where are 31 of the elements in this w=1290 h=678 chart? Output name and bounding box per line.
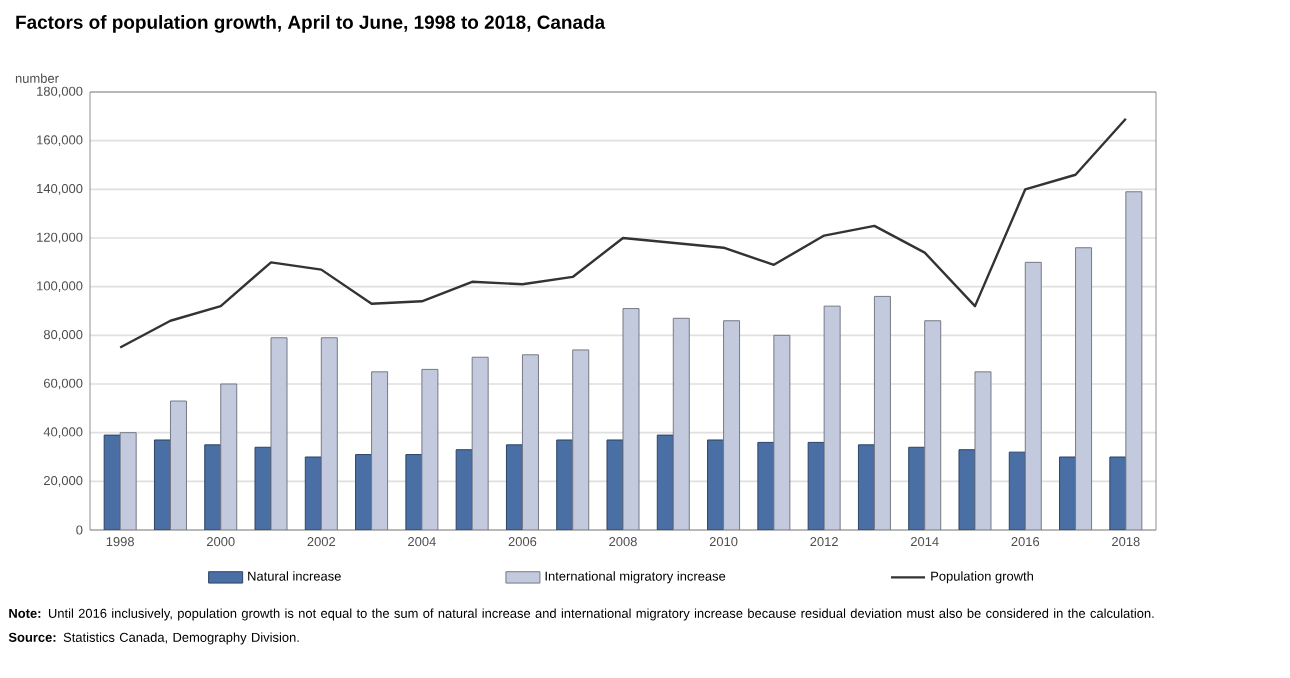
bar (723, 320, 741, 530)
bar (707, 439, 725, 530)
bar (169, 400, 187, 530)
bar (304, 456, 322, 530)
bar (505, 444, 523, 530)
bar (455, 449, 473, 530)
bar (1024, 261, 1042, 530)
bar (119, 432, 137, 530)
bar (1008, 451, 1026, 530)
bar (1109, 456, 1127, 530)
bar (908, 446, 926, 530)
bar (873, 295, 891, 530)
bar (371, 371, 389, 530)
bar (220, 383, 238, 530)
bar (153, 439, 171, 530)
bar (355, 454, 373, 530)
chart-title: Factors of population growth, April to June, 1998 to 2018, Canada (16, 15, 606, 33)
bar (556, 439, 574, 530)
bar (320, 337, 338, 530)
bar (1059, 456, 1077, 530)
bar (672, 317, 690, 530)
bar (572, 349, 590, 530)
bar (103, 434, 121, 530)
bar (471, 356, 489, 530)
bar (204, 444, 222, 530)
bar (924, 320, 942, 530)
bar (857, 444, 875, 530)
bar (1125, 191, 1143, 530)
bar (656, 434, 674, 530)
bar (1075, 247, 1093, 530)
bar (521, 354, 539, 530)
